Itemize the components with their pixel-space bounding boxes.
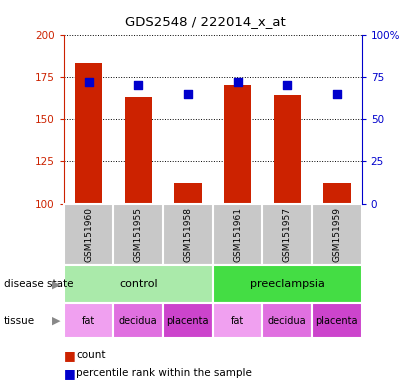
Text: disease state: disease state — [4, 279, 74, 289]
Bar — [323, 183, 351, 204]
Point — [185, 91, 191, 97]
Text: placenta: placenta — [316, 316, 358, 326]
Text: GDS2548 / 222014_x_at: GDS2548 / 222014_x_at — [125, 15, 286, 28]
Text: GSM151960: GSM151960 — [84, 207, 93, 262]
Bar — [262, 303, 312, 338]
Text: decidua: decidua — [268, 316, 307, 326]
Bar — [163, 303, 213, 338]
Bar — [75, 63, 102, 204]
Text: tissue: tissue — [4, 316, 35, 326]
Text: percentile rank within the sample: percentile rank within the sample — [76, 368, 252, 378]
Text: preeclampsia: preeclampsia — [250, 279, 325, 289]
Bar — [125, 97, 152, 204]
Text: fat: fat — [82, 316, 95, 326]
Text: ■: ■ — [64, 349, 76, 362]
Text: GSM151955: GSM151955 — [134, 207, 143, 262]
Point — [135, 82, 141, 88]
Bar — [224, 85, 251, 204]
Bar — [213, 303, 262, 338]
Point — [284, 82, 291, 88]
Text: GSM151958: GSM151958 — [183, 207, 192, 262]
Bar — [64, 303, 113, 338]
Bar — [64, 265, 213, 303]
Text: count: count — [76, 350, 106, 360]
Text: ▶: ▶ — [52, 279, 61, 289]
Bar — [312, 303, 362, 338]
Bar — [274, 95, 301, 204]
Point — [85, 79, 92, 85]
Text: placenta: placenta — [166, 316, 209, 326]
Text: GSM151957: GSM151957 — [283, 207, 292, 262]
Point — [334, 91, 340, 97]
Text: ■: ■ — [64, 367, 76, 380]
Text: decidua: decidua — [119, 316, 157, 326]
Text: GSM151959: GSM151959 — [332, 207, 342, 262]
Text: control: control — [119, 279, 157, 289]
Text: fat: fat — [231, 316, 244, 326]
Text: GSM151961: GSM151961 — [233, 207, 242, 262]
Bar — [213, 265, 362, 303]
Text: ▶: ▶ — [52, 316, 61, 326]
Point — [234, 79, 241, 85]
Bar — [174, 183, 201, 204]
Bar — [113, 303, 163, 338]
